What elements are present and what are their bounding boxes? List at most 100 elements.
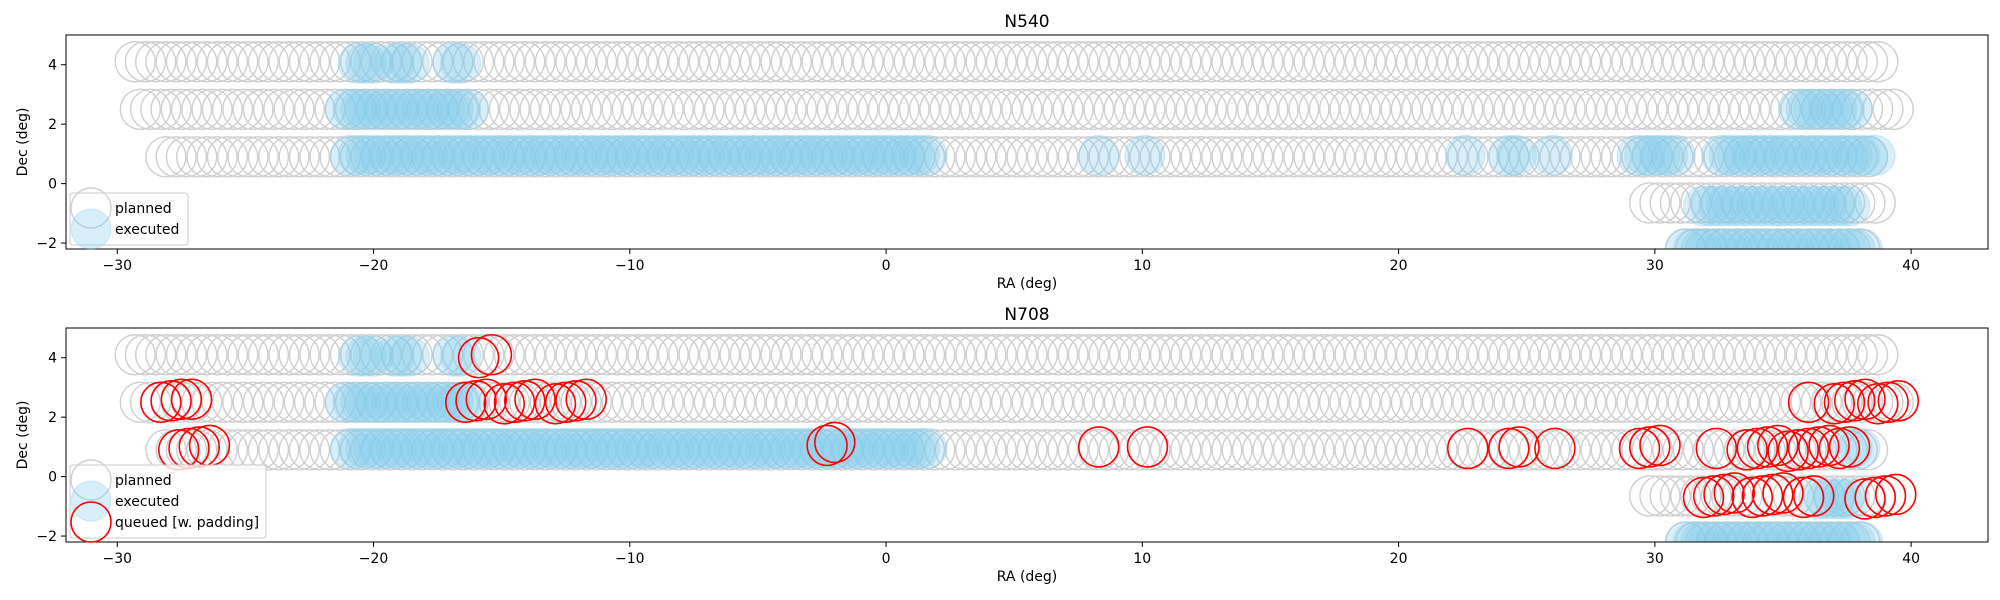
data-point — [509, 381, 551, 424]
data-point — [1844, 182, 1886, 224]
data-point — [514, 427, 556, 469]
data-point — [1508, 41, 1550, 83]
data-point — [637, 134, 679, 176]
data-point — [611, 381, 654, 424]
data-point — [391, 41, 433, 83]
data-point — [1088, 41, 1130, 83]
data-point — [522, 134, 564, 176]
data-point — [263, 88, 305, 131]
data-point — [552, 134, 595, 176]
data-point — [1659, 475, 1702, 517]
data-point — [432, 381, 474, 423]
data-point — [1841, 521, 1884, 542]
data-point — [440, 88, 482, 130]
legend-box — [69, 192, 189, 246]
data-point — [760, 429, 802, 471]
data-point — [1180, 334, 1222, 376]
data-point — [319, 334, 361, 376]
data-point — [798, 134, 841, 176]
data-point — [1124, 381, 1166, 424]
data-point — [1026, 41, 1069, 83]
data-point — [381, 136, 423, 178]
data-point — [391, 427, 433, 469]
data-point — [555, 41, 597, 83]
data-point — [1426, 41, 1468, 83]
data-point — [1047, 334, 1089, 376]
data-point — [939, 88, 982, 131]
data-point — [832, 429, 874, 471]
data-point — [1534, 427, 1576, 470]
data-point — [373, 335, 415, 377]
data-point — [1839, 228, 1881, 249]
data-point — [568, 134, 610, 176]
data-point — [1375, 136, 1417, 178]
data-point — [924, 136, 966, 178]
data-point — [1611, 136, 1653, 178]
data-point — [580, 88, 623, 131]
data-point — [1498, 426, 1540, 468]
data-point — [406, 134, 448, 176]
data-point — [381, 335, 423, 377]
data-point — [478, 88, 520, 131]
data-point — [1831, 134, 1873, 176]
data-point — [1816, 134, 1858, 176]
data-point — [1488, 136, 1530, 178]
data-point — [1667, 381, 1709, 424]
data-point — [329, 429, 372, 471]
data-point — [1780, 88, 1822, 131]
data-point — [1611, 334, 1653, 376]
data-point — [432, 41, 474, 83]
data-point — [401, 136, 443, 178]
data-point — [1375, 41, 1417, 83]
data-point — [493, 136, 536, 178]
data-point — [232, 88, 274, 131]
data-point — [309, 41, 351, 83]
data-point — [1098, 334, 1140, 376]
data-point — [442, 136, 484, 178]
data-point — [770, 429, 812, 471]
data-point — [1690, 182, 1732, 224]
data-point — [1693, 41, 1735, 83]
data-point — [1695, 521, 1738, 542]
data-point — [1836, 429, 1879, 471]
data-point — [1570, 429, 1612, 471]
data-point — [1477, 334, 1520, 376]
data-point — [1764, 429, 1807, 471]
data-point — [755, 88, 797, 131]
data-point — [1406, 136, 1448, 178]
data-point — [1313, 334, 1356, 376]
data-point — [1564, 88, 1607, 131]
data-point — [780, 429, 823, 471]
data-point — [1618, 427, 1661, 470]
data-point — [129, 88, 172, 131]
data-point — [258, 41, 300, 83]
data-point — [1736, 228, 1779, 249]
data-point — [844, 427, 887, 469]
data-point — [611, 88, 654, 131]
data-point — [1119, 429, 1161, 471]
data-point — [842, 334, 884, 376]
data-point — [621, 381, 664, 424]
data-point — [1767, 228, 1809, 249]
data-point — [1031, 381, 1074, 424]
data-point — [1803, 521, 1845, 542]
data-point — [352, 335, 395, 377]
data-point — [1685, 521, 1727, 542]
data-point — [545, 427, 587, 469]
data-point — [524, 334, 566, 376]
data-point — [545, 41, 587, 83]
data-point — [1851, 381, 1894, 424]
data-point — [739, 41, 782, 83]
data-point — [560, 134, 602, 176]
data-point — [891, 427, 933, 469]
data-point — [1544, 88, 1586, 131]
data-point — [1746, 426, 1789, 468]
data-point — [1313, 136, 1356, 178]
data-point — [114, 334, 156, 376]
data-point — [1723, 334, 1766, 376]
data-point — [460, 134, 502, 176]
data-point — [739, 334, 782, 376]
data-point — [537, 427, 579, 469]
data-point — [1857, 334, 1899, 376]
data-point — [770, 136, 812, 178]
